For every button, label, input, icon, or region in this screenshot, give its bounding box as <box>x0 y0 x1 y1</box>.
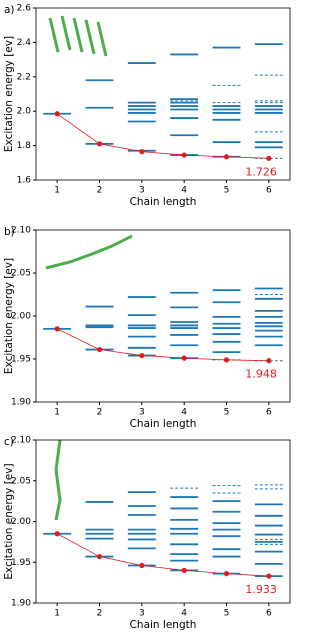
y-tick-label: 1.8 <box>17 141 32 151</box>
y-tick-label: 2.10 <box>11 436 31 446</box>
y-tick-label: 2.00 <box>11 312 31 322</box>
y-tick-label: 2.4 <box>17 38 32 48</box>
plot-frame <box>35 7 291 181</box>
y-tick-label: 1.95 <box>11 558 31 568</box>
y-tick-label: 1.90 <box>11 599 31 609</box>
y-tick-label: 2.10 <box>11 226 31 236</box>
molecule-chains <box>48 15 108 57</box>
x-tick-label: 4 <box>181 186 187 196</box>
x-tick-label: 6 <box>266 186 272 196</box>
y-tick-label: 2.05 <box>11 476 31 486</box>
x-tick-label: 4 <box>181 408 187 418</box>
point <box>54 326 60 332</box>
annotation: 1.726 <box>245 165 277 178</box>
point <box>139 352 145 359</box>
x-tick-label: 6 <box>266 408 272 418</box>
molecule-inset-a <box>48 15 108 57</box>
x-tick-label: 4 <box>181 609 187 619</box>
x-tick-label: 1 <box>54 186 60 196</box>
point <box>139 149 145 155</box>
point <box>266 358 272 364</box>
x-tick-label: 5 <box>224 609 230 619</box>
y-tick-label: 2.2 <box>17 72 31 82</box>
x-tick-label: 6 <box>266 609 272 619</box>
point <box>223 154 230 160</box>
point <box>181 567 187 574</box>
point <box>96 553 103 560</box>
panel-label: a) <box>4 4 15 16</box>
x-axis-label: Chain length <box>130 418 197 430</box>
x-tick-label: 5 <box>224 186 230 196</box>
trend-line <box>56 113 269 159</box>
x-tick-label: 3 <box>139 408 145 418</box>
molecule-inset-c <box>54 439 62 521</box>
point <box>96 346 103 353</box>
panel: a) 1.6 1.8 2.0 2.2 2.4 2.6 1 2 3 4 5 6 Chain length Ex… <box>3 4 291 208</box>
molecule-chain <box>54 439 62 521</box>
plot-frame <box>35 439 291 604</box>
trend-line <box>56 533 269 577</box>
panel: c) 1.90 1.95 2.00 2.05 2.10 1 2 3 4 5 6 Chain length… <box>3 436 291 631</box>
y-tick-label: 2.0 <box>17 107 32 117</box>
point <box>223 357 230 363</box>
x-axis-label: Chain length <box>130 196 197 208</box>
y-axis-label: Excitation energy [ev] <box>3 463 15 579</box>
x-tick-label: 1 <box>54 408 60 418</box>
molecule-chain <box>45 234 133 270</box>
panel-label: c) <box>4 436 14 448</box>
point <box>223 571 230 577</box>
point <box>54 531 60 537</box>
y-tick-label: 2.00 <box>11 517 31 527</box>
point <box>54 111 60 117</box>
annotation: 1.933 <box>245 583 277 596</box>
figure: a) 1.6 1.8 2.0 2.2 2.4 2.6 1 2 3 4 5 6 Chain length Ex… <box>3 4 291 631</box>
y-tick-label: 2.6 <box>17 4 32 14</box>
x-axis-label: Chain length <box>130 619 197 631</box>
molecule-inset-b <box>45 234 133 270</box>
y-tick-label: 1.6 <box>17 176 32 186</box>
y-axis-label: Excitation energy [ev] <box>3 36 15 152</box>
annotation: 1.948 <box>245 368 277 381</box>
panel-label: b) <box>4 226 15 238</box>
x-tick-label: 3 <box>139 609 145 619</box>
x-tick-label: 2 <box>97 408 103 418</box>
trend-line <box>56 328 269 362</box>
point <box>266 155 272 161</box>
y-tick-label: 2.05 <box>11 269 31 279</box>
point <box>96 141 103 147</box>
y-tick-label: 1.95 <box>11 355 31 365</box>
point <box>181 355 187 361</box>
x-tick-label: 2 <box>97 609 103 619</box>
y-axis-label: Excitation energy [ev] <box>3 258 15 374</box>
x-tick-label: 5 <box>224 408 230 418</box>
x-tick-label: 3 <box>139 186 145 196</box>
point <box>139 562 145 569</box>
point <box>181 152 187 158</box>
x-tick-label: 1 <box>54 609 60 619</box>
point <box>266 573 272 579</box>
panel: b) 1.90 1.95 2.00 2.05 2.10 1 2 3 4 5 6 Chain length… <box>3 226 291 430</box>
x-tick-label: 2 <box>97 186 103 196</box>
y-tick-label: 1.90 <box>11 398 31 408</box>
